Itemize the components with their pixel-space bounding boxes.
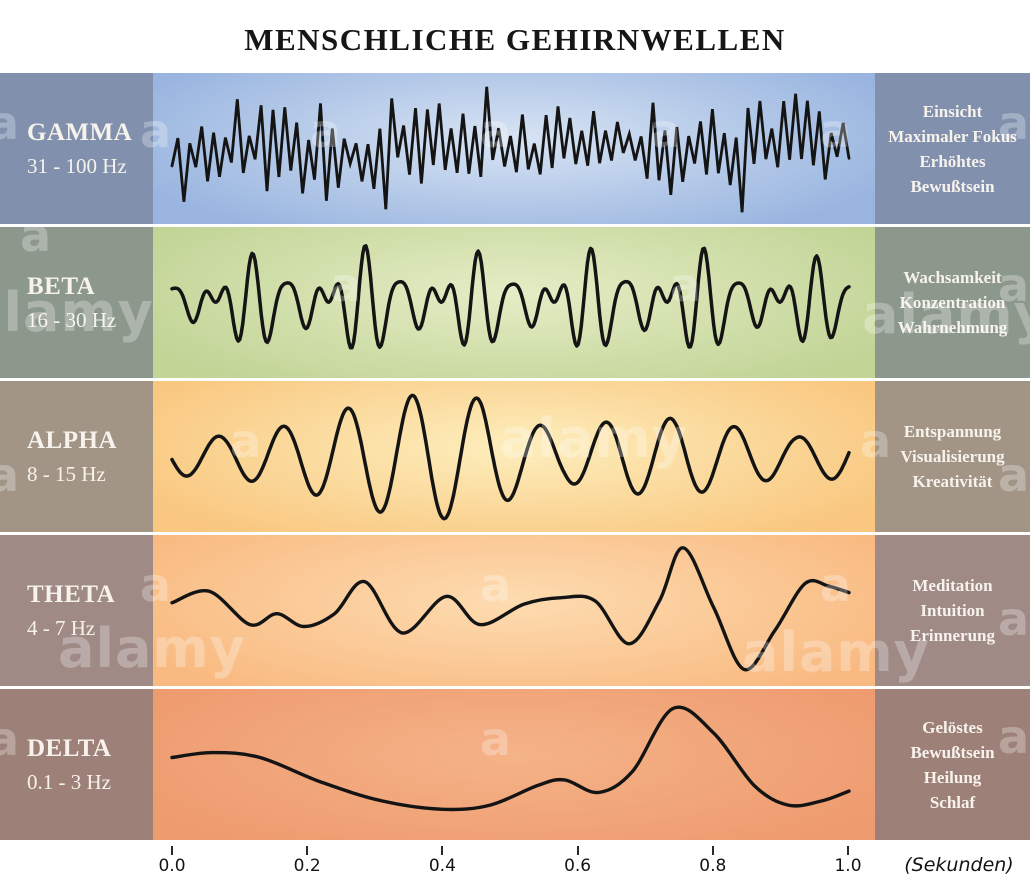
band-name-delta: DELTA [27,734,112,762]
band-traits-panel-theta: Meditation Intuition Erinnerung [875,535,1030,686]
band-frequency-theta: 4 - 7 Hz [27,615,96,640]
axis-tick-label: 0.8 [699,856,727,876]
band-row-gamma: GAMMA 31 - 100 Hz Einsicht Maximaler Fokus E… [0,73,1030,224]
band-label-panel-beta: BETA 16 - 30 Hz [0,227,153,378]
band-label-panel-theta: THETA 4 - 7 Hz [0,535,153,686]
band-label-panel-alpha: ALPHA 8 - 15 Hz [0,381,153,532]
axis-tick-label: 0.2 [293,856,321,876]
band-row-beta: BETA 16 - 30 Hz Wachsamkeit Konzentration Wa… [0,227,1030,378]
band-trait: Meditation [912,576,993,595]
band-traits-panel-alpha: Entspannung Visualisierung Kreativität [875,381,1030,532]
axis-tick-label: 0.0 [158,856,186,876]
band-trait: Bewußtsein [910,742,995,762]
band-waveform-alpha [153,381,875,532]
waveform-trace-gamma [170,86,851,213]
band-frequency-delta: 0.1 - 3 Hz [27,769,111,794]
time-axis: (Sekunden) 0.0 0.2 0.4 0.6 0.8 1.0 [0,840,1030,887]
axis-tick-label: 0.6 [564,856,592,876]
band-trait: Wachsamkeit [903,268,1002,287]
band-frequency-gamma: 31 - 100 Hz [27,153,127,178]
band-row-theta: THETA 4 - 7 Hz Meditation Intuition Erinneru… [0,535,1030,686]
band-traits-panel-gamma: Einsicht Maximaler Fokus Erhöhtes Bewußtsei… [875,73,1030,224]
axis-tick-label: 0.4 [428,856,456,876]
axis-tick-mark [576,846,579,855]
axis-tick-mark [306,846,309,855]
band-traits-panel-beta: Wachsamkeit Konzentration Wahrnehmung [875,227,1030,378]
band-trait: Erinnerung [909,626,996,645]
waveform-svg-delta [170,705,851,812]
band-trait: Maximaler Fokus [888,126,1017,146]
axis-tick-mark [171,846,173,855]
band-waveform-delta [153,689,875,840]
waveform-trace-theta [170,546,851,672]
band-frequency-alpha: 8 - 15 Hz [27,461,106,486]
axis-tick-mark [711,846,714,855]
band-label-panel-gamma: GAMMA 31 - 100 Hz [0,73,153,224]
band-trait: Intuition [920,601,985,620]
band-waveform-theta [153,535,875,686]
band-waveform-gamma [153,73,875,224]
band-trait: Einsicht [922,101,983,121]
band-trait: Bewußtsein [910,176,995,196]
band-trait: Erhöhtes [919,151,986,171]
band-trait: Entspannung [903,422,1002,441]
band-row-alpha: ALPHA 8 - 15 Hz Entspannung Visualisierung K… [0,381,1030,532]
waveform-svg-theta [170,546,851,672]
band-label-panel-delta: DELTA 0.1 - 3 Hz [0,689,153,840]
band-waveform-beta [153,227,875,378]
band-trait: Gelöstes [922,717,983,737]
waveform-svg-gamma [170,86,851,213]
axis-tick-mark [847,846,849,855]
band-trait: Kreativität [912,472,993,491]
waveform-trace-beta [170,244,851,350]
band-trait: Visualisierung [900,447,1005,466]
band-name-gamma: GAMMA [27,118,133,146]
axis-tick-label: 1.0 [834,856,862,876]
band-trait: Schlaf [929,792,976,812]
waveform-svg-beta [170,244,851,350]
band-trait: Wahrnehmung [897,318,1008,337]
waveform-trace-alpha [170,393,851,521]
band-rows: GAMMA 31 - 100 Hz Einsicht Maximaler Fokus E… [0,73,1030,843]
axis-tick-mark [441,846,444,855]
waveform-trace-delta [170,705,851,812]
axis-unit-label: (Sekunden) [904,854,1014,876]
band-traits-panel-delta: Gelöstes Bewußtsein Heilung Schlaf [875,689,1030,840]
band-name-alpha: ALPHA [27,426,117,454]
band-name-theta: THETA [27,580,116,608]
band-trait: Konzentration [899,293,1006,312]
band-row-delta: DELTA 0.1 - 3 Hz Gelöstes Bewußtsein Heilung… [0,689,1030,840]
band-trait: Heilung [923,767,982,787]
band-frequency-beta: 16 - 30 Hz [27,307,117,332]
waveform-svg-alpha [170,393,851,521]
page-title: MENSCHLICHE GEHIRNWELLEN [244,22,786,57]
band-name-beta: BETA [27,272,96,300]
